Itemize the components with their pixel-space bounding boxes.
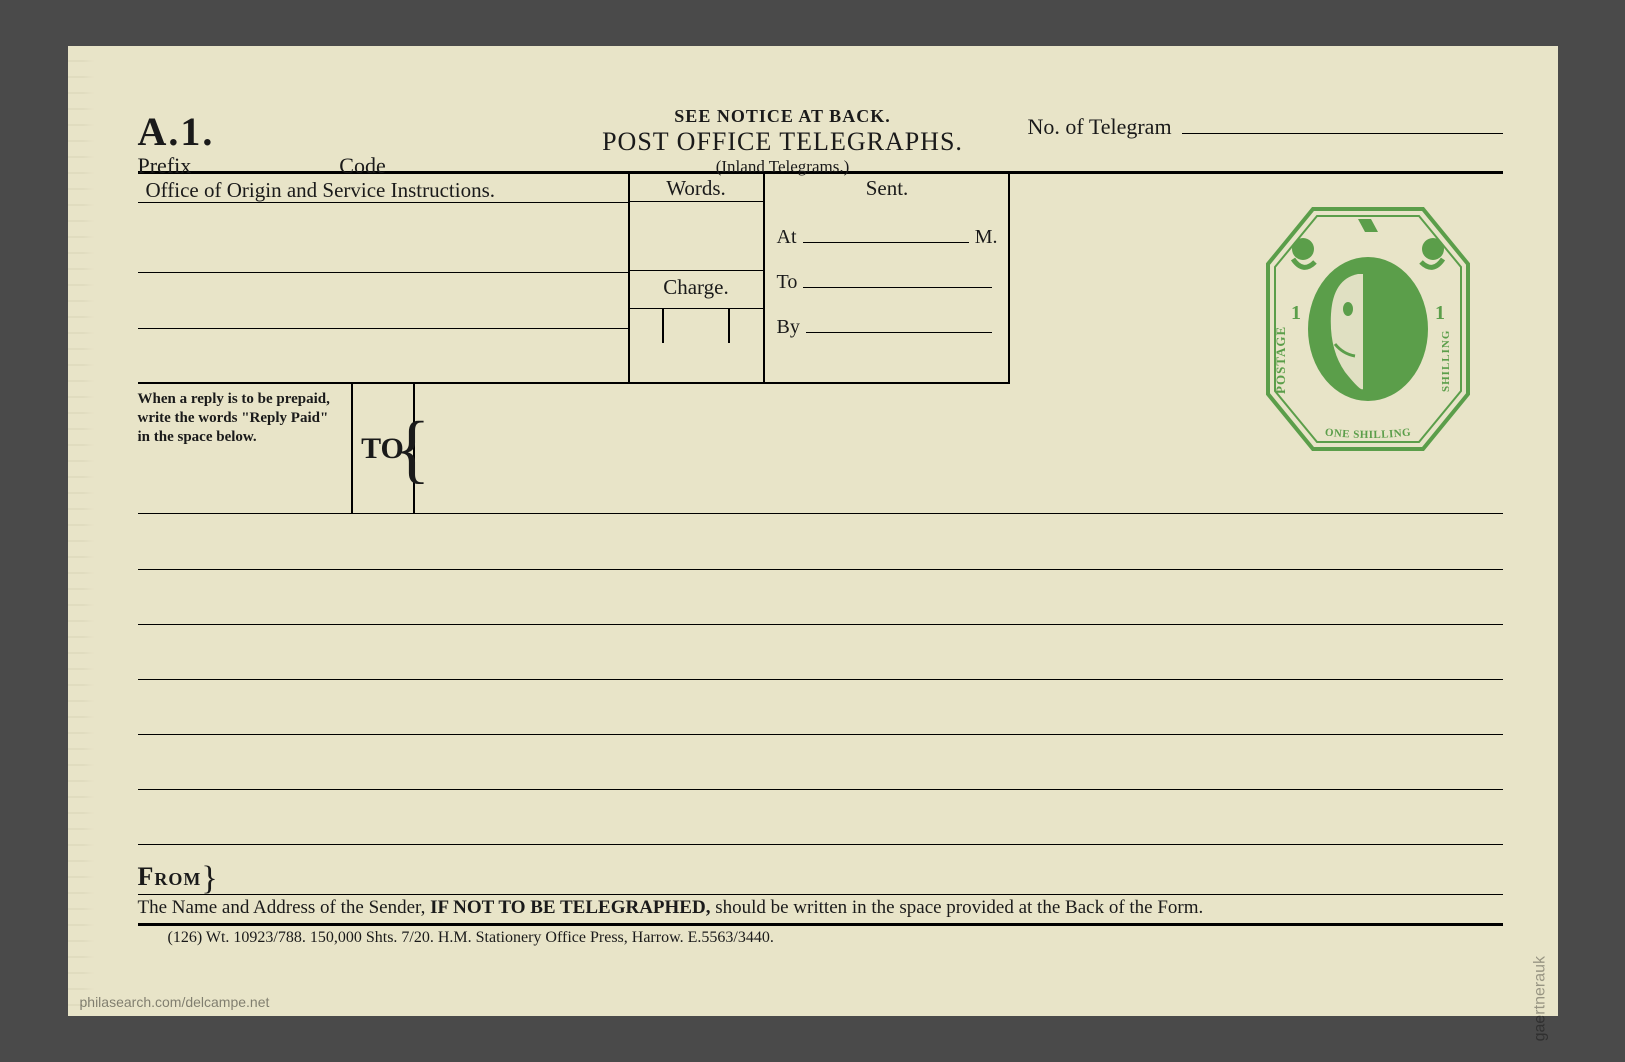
service-grid: Office of Origin and Service Instruction…: [138, 174, 1503, 384]
by-label: By: [777, 316, 800, 339]
to-label: To: [777, 271, 798, 294]
at-field[interactable]: [803, 229, 969, 243]
sent-col: Sent. At M. To By: [765, 174, 1010, 384]
sent-by-row: By: [777, 316, 998, 339]
msg-line: [138, 679, 1503, 680]
origin-cell[interactable]: Office of Origin and Service Instruction…: [138, 174, 630, 384]
stamp-denom-right: 1: [1435, 302, 1445, 324]
origin-label: Office of Origin and Service Instruction…: [146, 178, 496, 202]
watermark-right: gaertnerauk: [1532, 956, 1550, 1041]
stamp-area: 1 1 POSTAGE ONE SHILLING SHILLING: [1010, 174, 1503, 384]
form-code: A.1.: [138, 108, 568, 155]
to-cell: TO {: [353, 384, 415, 513]
message-area[interactable]: [138, 514, 1503, 844]
back-notice: SEE NOTICE AT BACK.: [568, 106, 998, 127]
sender-note-suffix: should be written in the space provided …: [710, 897, 1203, 918]
by-field[interactable]: [806, 319, 992, 333]
telegram-no-label: No. of Telegram: [1028, 114, 1172, 140]
telegram-number-row: No. of Telegram: [998, 106, 1503, 140]
from-brace-icon: }: [201, 860, 217, 897]
msg-line: [138, 789, 1503, 790]
sender-note-bold: IF NOT TO BE TELEGRAPHED,: [430, 897, 710, 918]
charge-ticks: [630, 309, 763, 382]
svg-text:SHILLING: SHILLING: [1440, 330, 1452, 392]
charge-label: Charge.: [630, 270, 763, 309]
watermark-bottom-left: philasearch.com/delcampe.net: [80, 994, 270, 1010]
at-label: At: [777, 226, 797, 249]
telegram-form: A.1. Prefix Code SEE NOTICE AT BACK. POS…: [68, 46, 1558, 1016]
form-code-box: A.1. Prefix Code: [138, 106, 568, 179]
msg-line: [138, 624, 1503, 625]
title-block: SEE NOTICE AT BACK. POST OFFICE TELEGRAP…: [568, 106, 998, 177]
code-field[interactable]: [390, 172, 550, 173]
to-address-area[interactable]: [415, 384, 1503, 513]
telegram-no-field[interactable]: [1182, 118, 1503, 134]
sender-note: The Name and Address of the Sender, IF N…: [138, 894, 1503, 926]
reply-paid-note: When a reply is to be prepaid, write the…: [138, 384, 353, 513]
prefix-field[interactable]: [195, 172, 335, 173]
to-field[interactable]: [803, 274, 991, 288]
at-suffix: M.: [975, 226, 998, 249]
sender-note-prefix: The Name and Address of the Sender,: [138, 897, 431, 918]
from-label: From: [138, 862, 202, 891]
origin-hr2: [138, 272, 628, 273]
sent-to-row: To: [777, 271, 998, 294]
words-label: Words.: [630, 174, 763, 202]
print-footer: (126) Wt. 10923/788. 150,000 Shts. 7/20.…: [138, 926, 1503, 947]
main-title: POST OFFICE TELEGRAPHS.: [568, 127, 998, 157]
msg-line: [138, 569, 1503, 570]
sent-label: Sent.: [777, 176, 998, 204]
msg-line: [138, 844, 1503, 845]
origin-hr1: [138, 202, 628, 203]
sent-at-row: At M.: [777, 226, 998, 249]
stamp-denom-left: 1: [1291, 302, 1301, 324]
reply-to-row: When a reply is to be prepaid, write the…: [138, 384, 1503, 514]
words-charge-col: Words. Charge.: [630, 174, 765, 384]
header-row: A.1. Prefix Code SEE NOTICE AT BACK. POS…: [138, 106, 1503, 174]
origin-hr3: [138, 328, 628, 329]
from-row: From}: [138, 856, 1503, 894]
msg-line: [138, 734, 1503, 735]
